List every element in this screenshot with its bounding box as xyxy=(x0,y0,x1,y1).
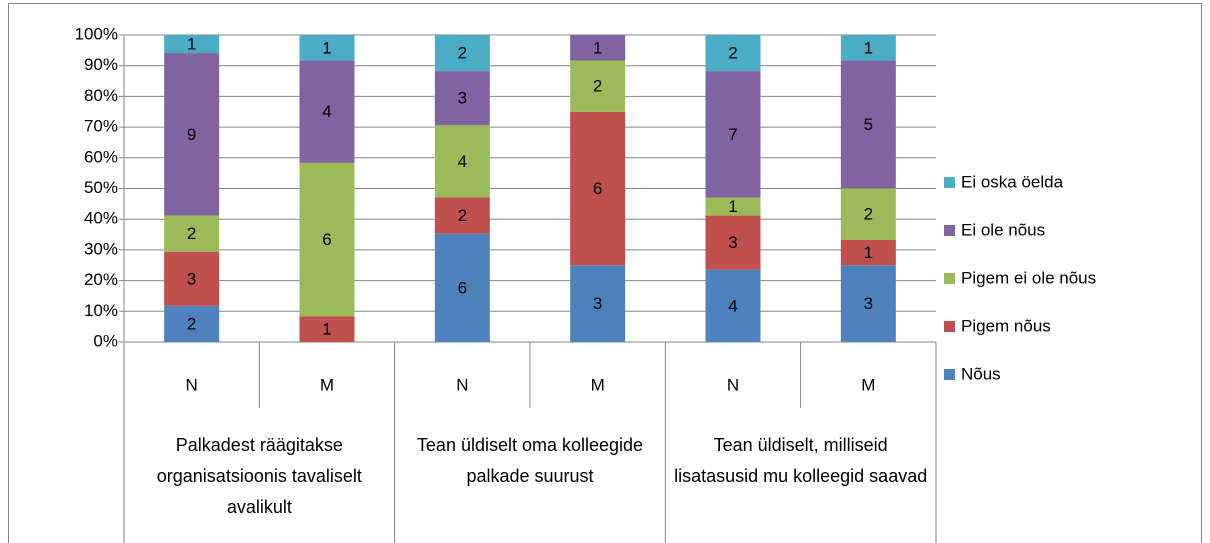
data-label: 2 xyxy=(864,205,873,224)
data-label: 2 xyxy=(728,44,737,63)
chart-border xyxy=(8,3,1202,543)
data-label: 2 xyxy=(458,206,467,225)
data-label: 1 xyxy=(728,197,737,216)
y-tick-label: 80% xyxy=(84,86,118,105)
group-label: Tean üldiselt oma kolleegide palkade suu… xyxy=(416,435,644,486)
bar-segment xyxy=(164,53,220,216)
data-label: 3 xyxy=(593,294,602,313)
data-label: 4 xyxy=(728,296,737,315)
legend-swatch xyxy=(944,273,955,284)
bar-segment xyxy=(299,60,355,163)
y-tick-label: 90% xyxy=(84,55,118,74)
data-label: 9 xyxy=(187,125,196,144)
bar-segment xyxy=(570,111,626,266)
x-tick-label: M xyxy=(861,375,875,394)
data-label: 2 xyxy=(458,44,467,63)
y-tick-label: 60% xyxy=(84,147,118,166)
bar-segment xyxy=(570,60,626,112)
bar-segment xyxy=(570,35,626,61)
data-label: 1 xyxy=(187,35,196,54)
bar-segment xyxy=(434,233,490,342)
legend-swatch xyxy=(944,369,955,380)
data-label: 3 xyxy=(458,89,467,108)
data-label: 1 xyxy=(322,38,331,57)
x-tick-label: N xyxy=(186,375,198,394)
data-label: 6 xyxy=(593,179,602,198)
y-tick-label: 30% xyxy=(84,239,118,258)
bar-segment xyxy=(434,35,490,72)
y-tick-label: 40% xyxy=(84,209,118,228)
bar-segment xyxy=(705,197,761,216)
bar-segment xyxy=(840,60,896,189)
legend-swatch xyxy=(944,321,955,332)
data-label: 6 xyxy=(458,278,467,297)
bar-segment xyxy=(570,265,626,342)
bar-segment xyxy=(299,162,355,317)
legend-label: Pigem ei ole nõus xyxy=(961,268,1096,287)
y-tick-label: 70% xyxy=(84,117,118,136)
y-tick-label: 20% xyxy=(84,270,118,289)
data-label: 3 xyxy=(864,294,873,313)
legend-swatch xyxy=(944,225,955,236)
data-label: 3 xyxy=(728,233,737,252)
bar-segment xyxy=(299,316,355,342)
bar-segment xyxy=(164,215,220,252)
data-label: 1 xyxy=(864,243,873,262)
bar-segment xyxy=(434,71,490,126)
data-label: 1 xyxy=(864,38,873,57)
data-label: 2 xyxy=(187,224,196,243)
bar-segment xyxy=(705,35,761,72)
legend-label: Nõus xyxy=(961,364,1001,383)
bar-segment xyxy=(705,71,761,198)
data-label: 4 xyxy=(322,102,331,121)
x-tick-label: N xyxy=(727,375,739,394)
bar-segment xyxy=(434,197,490,234)
bar-segment xyxy=(840,35,896,61)
legend-label: Ei ole nõus xyxy=(961,220,1045,239)
bar-segment xyxy=(434,125,490,198)
bar-segment xyxy=(840,265,896,342)
y-tick-label: 0% xyxy=(93,331,118,350)
bar-segment xyxy=(705,269,761,342)
y-tick-label: 50% xyxy=(84,178,118,197)
y-tick-label: 10% xyxy=(84,301,118,320)
bar-segment xyxy=(705,215,761,270)
data-label: 3 xyxy=(187,269,196,288)
x-tick-label: M xyxy=(320,375,334,394)
x-tick-label: N xyxy=(456,375,468,394)
bar-segment xyxy=(299,35,355,61)
data-label: 1 xyxy=(322,320,331,339)
data-label: 2 xyxy=(187,314,196,333)
legend-label: Ei oska öelda xyxy=(961,172,1064,191)
data-label: 7 xyxy=(728,125,737,144)
data-label: 4 xyxy=(458,152,467,171)
data-label: 1 xyxy=(593,38,602,57)
group-label: Palkadest räägitakse organisatsioonis ta… xyxy=(156,435,362,517)
bar-segment xyxy=(164,35,220,54)
bar-segment xyxy=(840,239,896,266)
data-label: 6 xyxy=(322,230,331,249)
data-label: 5 xyxy=(864,115,873,134)
bar-segment xyxy=(164,305,220,342)
bar-segment xyxy=(164,251,220,306)
bar-segment xyxy=(840,188,896,240)
data-label: 2 xyxy=(593,77,602,96)
legend-swatch xyxy=(944,177,955,188)
legend-label: Pigem nõus xyxy=(961,316,1051,335)
group-label: Tean üldiselt, milliseid lisatasusid mu … xyxy=(674,435,928,486)
x-tick-label: M xyxy=(591,375,605,394)
y-tick-label: 100% xyxy=(75,24,118,43)
